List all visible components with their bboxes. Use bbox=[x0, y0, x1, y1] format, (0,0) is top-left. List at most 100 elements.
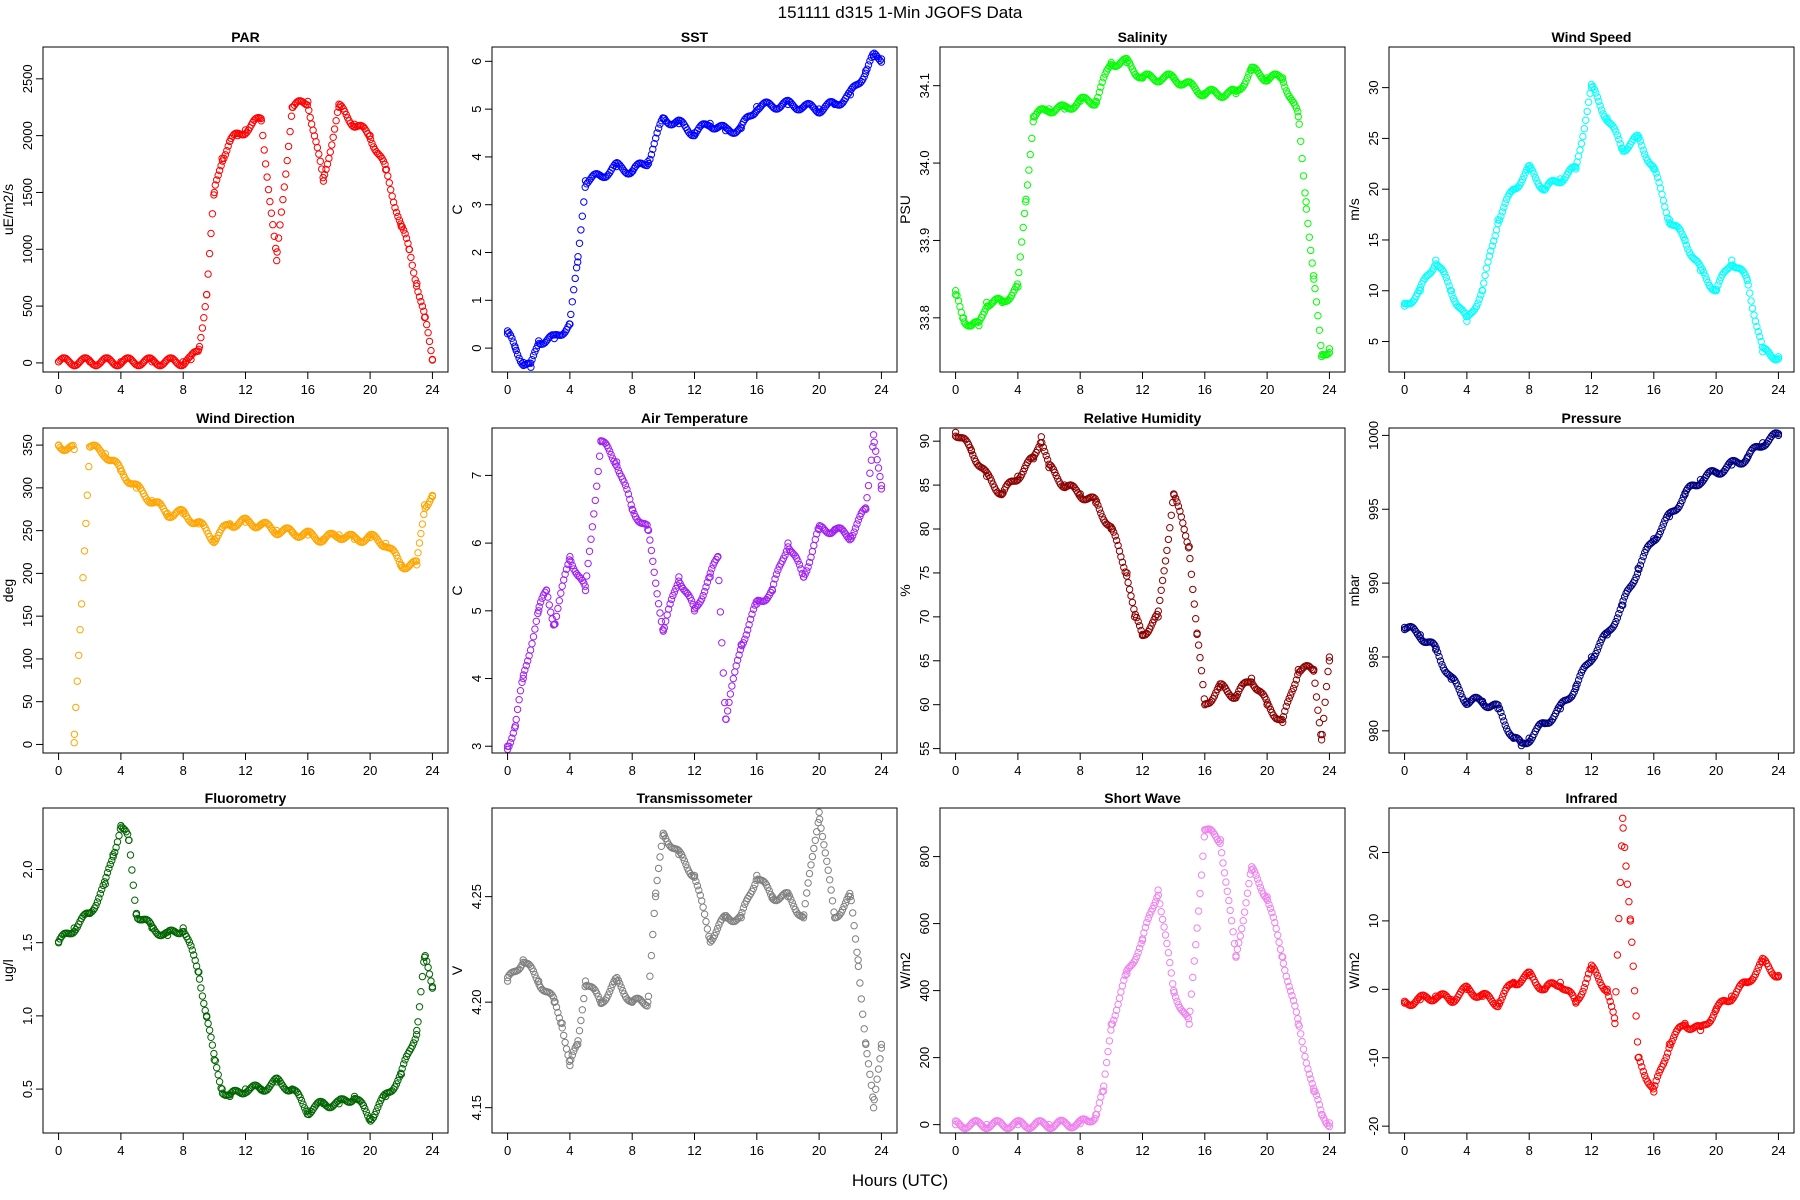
data-point bbox=[1307, 1075, 1315, 1083]
data-point bbox=[1097, 83, 1105, 91]
data-point bbox=[313, 143, 322, 152]
data-point bbox=[1325, 653, 1334, 661]
data-point bbox=[1596, 639, 1604, 647]
data-point bbox=[542, 586, 551, 594]
data-point bbox=[526, 359, 535, 367]
data-point bbox=[1305, 1070, 1314, 1078]
data-point bbox=[1184, 1015, 1193, 1023]
data-point bbox=[847, 896, 855, 905]
data-point bbox=[1666, 1041, 1675, 1049]
data-point bbox=[1498, 713, 1507, 721]
data-point bbox=[1309, 1084, 1318, 1092]
data-point bbox=[1416, 283, 1425, 292]
data-point bbox=[617, 983, 625, 991]
data-point bbox=[305, 106, 313, 115]
data-point bbox=[1239, 917, 1247, 925]
data-point bbox=[1641, 1071, 1649, 1080]
x-tick-label: 4 bbox=[117, 382, 124, 397]
data-point bbox=[1097, 1093, 1105, 1101]
data-point bbox=[417, 297, 425, 306]
data-point bbox=[111, 848, 119, 857]
data-point bbox=[1636, 561, 1645, 569]
x-axis: 0 4 8 12 16 20 24 bbox=[504, 1133, 889, 1158]
data-point bbox=[560, 1031, 568, 1040]
x-tick-label: 8 bbox=[180, 1143, 187, 1158]
data-point bbox=[261, 160, 270, 168]
y-tick-label: -20 bbox=[1366, 1117, 1381, 1136]
data-point bbox=[1154, 886, 1162, 894]
data-point bbox=[877, 485, 886, 493]
x-tick-label: 16 bbox=[301, 1143, 315, 1158]
data-point bbox=[1276, 945, 1285, 954]
data-point bbox=[565, 556, 574, 564]
y-tick-label: 80 bbox=[917, 522, 932, 536]
data-point bbox=[587, 535, 595, 543]
data-point bbox=[1583, 974, 1591, 983]
x-tick-label: 0 bbox=[55, 763, 62, 778]
data-point bbox=[72, 703, 80, 712]
data-point bbox=[1482, 264, 1491, 272]
data-point bbox=[577, 226, 585, 234]
data-point bbox=[401, 230, 409, 238]
data-point bbox=[76, 626, 84, 634]
data-point bbox=[1636, 1058, 1645, 1066]
data-point bbox=[562, 1045, 571, 1053]
data-point bbox=[652, 889, 660, 897]
data-point bbox=[200, 999, 208, 1008]
data-point bbox=[1619, 824, 1627, 832]
data-point bbox=[654, 864, 663, 873]
data-point bbox=[410, 1039, 418, 1047]
y-axis: 33.8 33.9 34.0 34.1 bbox=[917, 73, 940, 330]
y-tick-label: 200 bbox=[917, 1047, 932, 1069]
data-point bbox=[1015, 268, 1023, 277]
data-point bbox=[1528, 167, 1537, 175]
data-point bbox=[1302, 205, 1311, 213]
data-point bbox=[1110, 528, 1118, 536]
x-tick-label: 0 bbox=[55, 1143, 62, 1158]
data-point bbox=[1167, 511, 1176, 519]
y-axis-label: W/m2 bbox=[897, 952, 913, 989]
data-point bbox=[1133, 613, 1141, 622]
y-tick-label: 2.0 bbox=[20, 860, 35, 878]
data-point bbox=[566, 1061, 574, 1070]
data-points bbox=[503, 49, 886, 371]
data-point bbox=[102, 873, 110, 882]
data-point bbox=[1288, 688, 1296, 696]
data-points bbox=[951, 54, 1334, 361]
data-point bbox=[551, 620, 559, 628]
data-point bbox=[1160, 567, 1168, 575]
data-point bbox=[561, 1038, 569, 1047]
data-point bbox=[719, 669, 727, 677]
data-point bbox=[1117, 553, 1125, 561]
data-point bbox=[1039, 443, 1048, 451]
data-points bbox=[1400, 80, 1783, 364]
data-point bbox=[1197, 667, 1206, 675]
data-point bbox=[213, 1064, 221, 1072]
data-point bbox=[263, 173, 271, 181]
x-tick-label: 16 bbox=[1198, 382, 1212, 397]
data-point bbox=[1582, 979, 1590, 987]
data-point bbox=[821, 849, 829, 857]
data-point bbox=[1285, 694, 1293, 703]
x-tick-label: 16 bbox=[750, 763, 764, 778]
y-tick-label: 800 bbox=[917, 846, 932, 868]
data-point bbox=[315, 150, 323, 158]
data-point bbox=[863, 65, 871, 73]
data-point bbox=[1757, 338, 1765, 346]
data-point bbox=[1166, 958, 1174, 967]
data-point bbox=[667, 595, 676, 604]
data-point bbox=[657, 617, 666, 626]
data-point bbox=[394, 554, 402, 563]
y-axis: -20 -10 0 10 20 bbox=[1366, 845, 1389, 1136]
data-point bbox=[1158, 576, 1167, 585]
data-point bbox=[414, 1018, 422, 1026]
y-tick-label: 0.5 bbox=[20, 1080, 35, 1098]
data-point bbox=[860, 505, 868, 513]
data-point bbox=[660, 831, 668, 839]
x-tick-label: 4 bbox=[566, 382, 573, 397]
data-point bbox=[1170, 491, 1178, 499]
data-point bbox=[535, 603, 543, 611]
data-point bbox=[1111, 1011, 1119, 1020]
data-point bbox=[745, 621, 753, 629]
data-point bbox=[1289, 996, 1298, 1005]
